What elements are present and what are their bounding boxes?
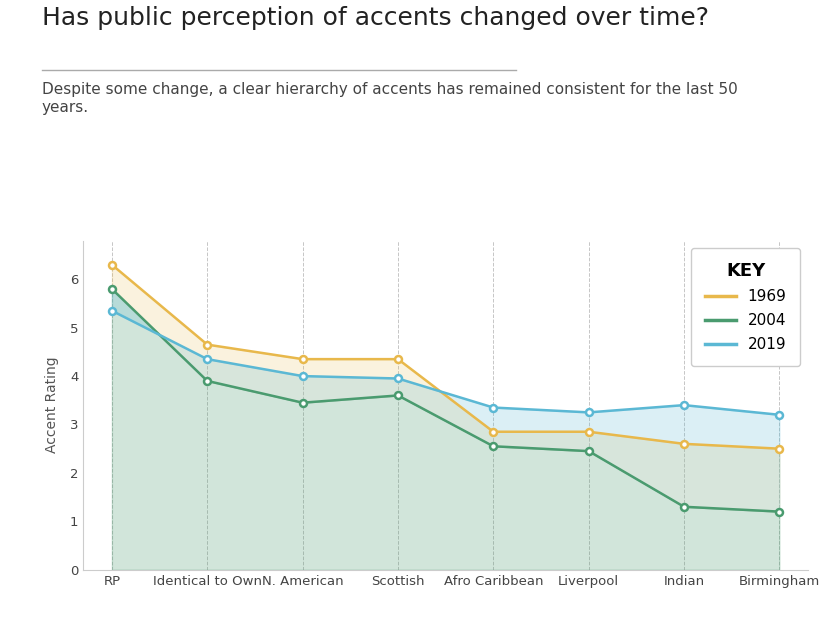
Legend: 1969, 2004, 2019: 1969, 2004, 2019 [691, 248, 801, 366]
2019 [107, 307, 117, 315]
Text: Despite some change, a clear hierarchy of accents has remained consistent for th: Despite some change, a clear hierarchy o… [42, 82, 737, 115]
2004 [393, 392, 403, 399]
1969 [393, 355, 403, 363]
Line: 2004: 2004 [108, 285, 783, 515]
1969 [107, 261, 117, 268]
Line: 2019: 2019 [108, 307, 783, 418]
2019 [488, 404, 498, 411]
2004 [488, 442, 498, 450]
2019 [202, 355, 212, 363]
Line: 1969: 1969 [108, 261, 783, 452]
1969 [679, 440, 689, 448]
2004 [107, 285, 117, 292]
1969 [775, 445, 785, 453]
2004 [679, 503, 689, 511]
1969 [202, 341, 212, 348]
2004 [584, 448, 594, 455]
1969 [297, 355, 307, 363]
2019 [679, 401, 689, 409]
2019 [393, 375, 403, 382]
2004 [775, 508, 785, 515]
2019 [584, 408, 594, 416]
Y-axis label: Accent Rating: Accent Rating [45, 357, 59, 453]
2019 [297, 372, 307, 380]
2004 [297, 399, 307, 406]
2019 [775, 411, 785, 418]
Text: Has public perception of accents changed over time?: Has public perception of accents changed… [42, 6, 709, 30]
1969 [584, 428, 594, 436]
1969 [488, 428, 498, 436]
2004 [202, 377, 212, 385]
